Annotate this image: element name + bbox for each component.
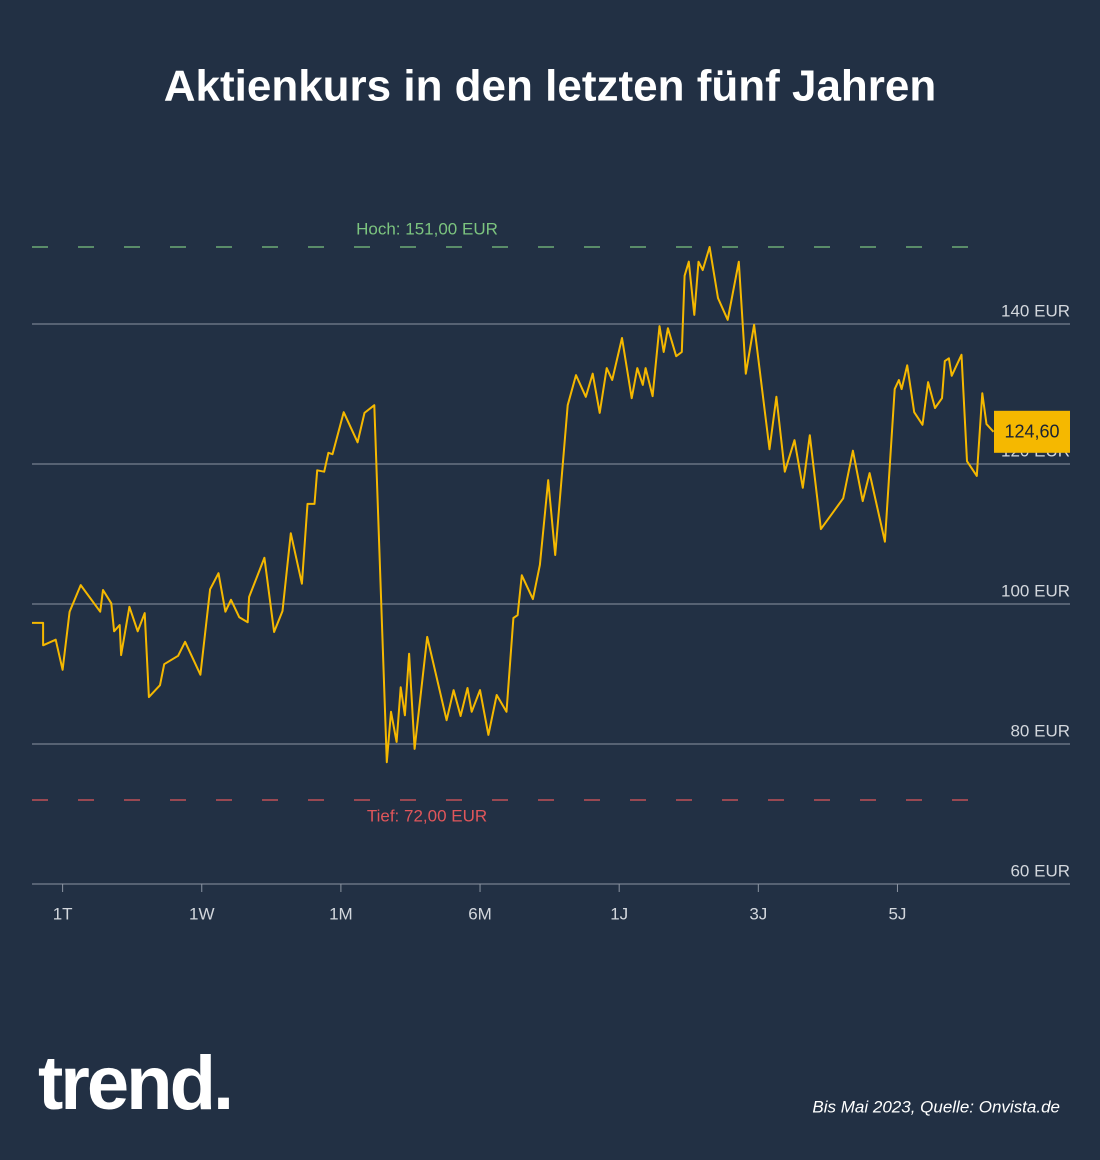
- x-tick-label: 6M: [468, 904, 492, 923]
- y-tick-label: 100 EUR: [1001, 581, 1070, 600]
- chart-title: Aktienkurs in den letzten fünf Jahren: [164, 62, 937, 111]
- low-label: Tief: 72,00 EUR: [367, 806, 487, 825]
- y-tick-label: 140 EUR: [1001, 301, 1070, 320]
- y-tick-label: 60 EUR: [1010, 861, 1070, 880]
- y-tick-label: 80 EUR: [1010, 721, 1070, 740]
- high-label: Hoch: 151,00 EUR: [356, 219, 498, 238]
- x-tick-label: 1T: [53, 904, 73, 923]
- x-tick-label: 1W: [189, 904, 215, 923]
- logo: trend.: [38, 1041, 231, 1126]
- x-tick-label: 3J: [749, 904, 767, 923]
- x-tick-label: 5J: [888, 904, 906, 923]
- price-line: [32, 246, 995, 764]
- x-tick-label: 1M: [329, 904, 353, 923]
- last-price-box: [994, 410, 1070, 453]
- last-price-label: 124,60: [1004, 422, 1059, 442]
- x-tick-label: 1J: [610, 904, 628, 923]
- source-note: Bis Mai 2023, Quelle: Onvista.de: [812, 1097, 1060, 1116]
